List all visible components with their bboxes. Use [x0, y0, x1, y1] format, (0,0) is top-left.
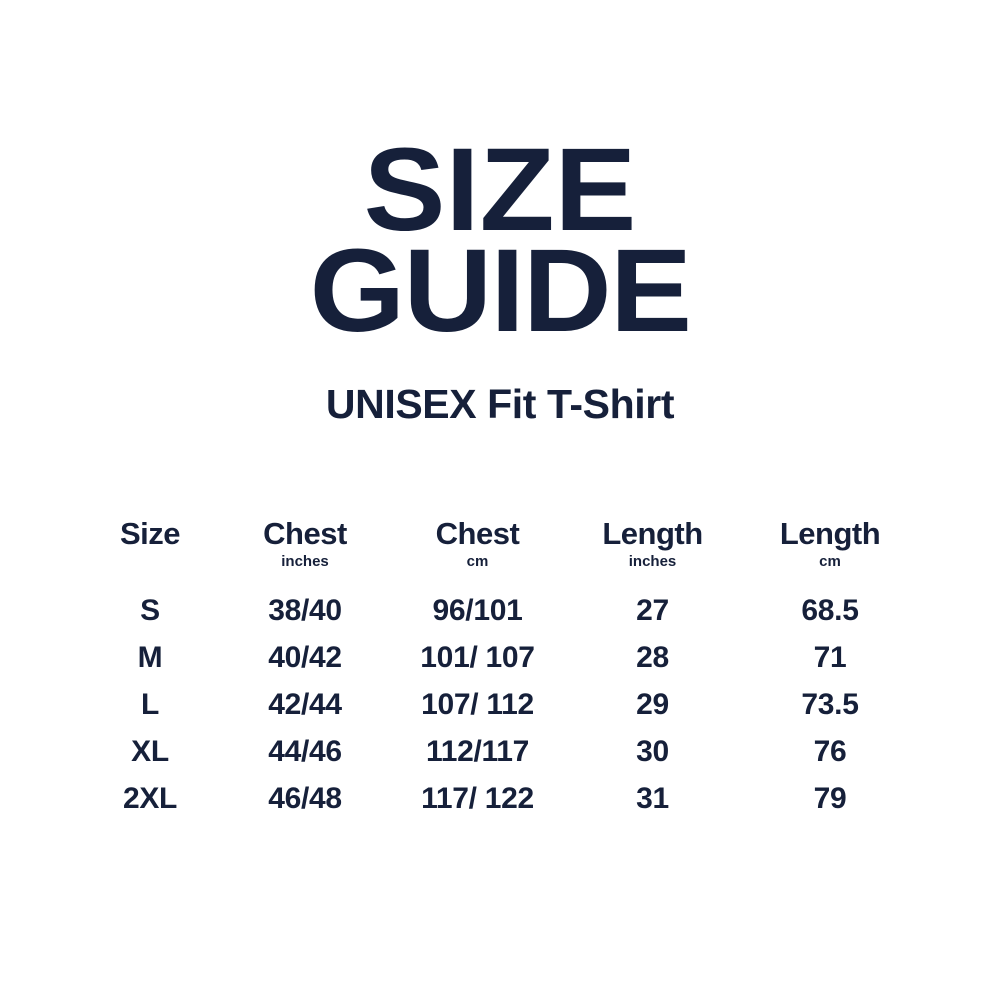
cell-length-cm: 71	[813, 641, 847, 675]
column-header-length-inches: Length inches	[565, 516, 740, 588]
cell-length-inches: 29	[636, 688, 669, 722]
column-header-chest-cm-label: Chest	[435, 516, 520, 551]
table-row: L 42/44 107/ 112 29 73.5	[80, 682, 920, 729]
table-header: Size Chest inches Chest cm Length inches…	[80, 516, 920, 588]
cell-chest-inches: 46/48	[268, 782, 342, 816]
column-header-chest-inches-unit: inches	[281, 553, 329, 571]
column-header-length-cm-unit: cm	[819, 553, 841, 571]
cell-chest-inches: 42/44	[268, 688, 342, 722]
page-title-line-1: SIZE	[363, 124, 637, 256]
column-header-chest-cm: Chest cm	[390, 516, 565, 588]
column-header-size-label: Size	[119, 516, 181, 551]
cell-length-inches: 31	[636, 782, 669, 816]
cell-chest-cm: 117/ 122	[421, 782, 534, 816]
cell-size: L	[140, 688, 160, 722]
cell-length-cm: 79	[813, 782, 847, 816]
cell-chest-inches: 44/46	[268, 735, 342, 769]
table-header-row: Size Chest inches Chest cm Length inches…	[80, 516, 920, 588]
cell-chest-cm: 107/ 112	[421, 688, 534, 722]
cell-size: S	[140, 594, 160, 628]
cell-length-cm: 76	[813, 735, 847, 769]
column-header-size-unit	[80, 551, 220, 573]
column-header-length-inches-label: Length	[602, 516, 703, 551]
cell-length-inches: 28	[636, 641, 669, 675]
table-row: XL 44/46 112/117 30 76	[80, 729, 920, 776]
title-block: SIZE GUIDE	[0, 124, 1000, 358]
cell-size: M	[137, 641, 163, 675]
column-header-length-inches-unit: inches	[628, 553, 677, 571]
table-body: S 38/40 96/101 27 68.5 M 40/42 101/ 107 …	[80, 588, 920, 823]
page-title-line-2: GUIDE	[309, 225, 692, 358]
page-title: SIZE GUIDE	[0, 124, 1000, 358]
table-row: M 40/42 101/ 107 28 71	[80, 635, 920, 682]
cell-length-inches: 30	[636, 735, 669, 769]
table-row: S 38/40 96/101 27 68.5	[80, 588, 920, 635]
column-header-chest-cm-unit: cm	[466, 553, 489, 571]
size-chart-table: Size Chest inches Chest cm Length inches…	[80, 516, 920, 823]
column-header-length-cm-label: Length	[779, 516, 881, 551]
page-subtitle: UNISEX Fit T-Shirt	[325, 381, 675, 427]
cell-length-cm: 73.5	[801, 688, 859, 722]
cell-chest-cm: 96/101	[432, 594, 523, 628]
cell-chest-cm: 112/117	[425, 735, 530, 769]
column-header-size: Size	[80, 516, 220, 588]
cell-chest-inches: 40/42	[268, 641, 342, 675]
cell-size: XL	[131, 735, 169, 769]
cell-length-inches: 27	[636, 594, 669, 628]
cell-size: 2XL	[122, 782, 178, 816]
cell-chest-inches: 38/40	[268, 594, 342, 628]
table-row: 2XL 46/48 117/ 122 31 79	[80, 776, 920, 823]
cell-length-cm: 68.5	[801, 594, 859, 628]
cell-chest-cm: 101/ 107	[420, 641, 535, 675]
column-header-chest-inches: Chest inches	[220, 516, 390, 588]
column-header-length-cm: Length cm	[740, 516, 920, 588]
column-header-chest-inches-label: Chest	[263, 516, 347, 551]
